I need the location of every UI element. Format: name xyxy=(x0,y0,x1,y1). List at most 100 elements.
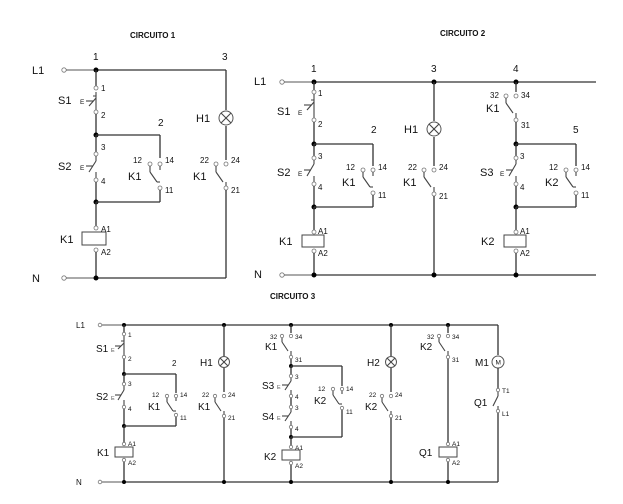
c2-k2-coil-a2-terminal xyxy=(513,248,519,254)
c3-k1-coil-a2-terminal xyxy=(121,457,127,463)
c3-k2-nc-t24: 24 xyxy=(395,392,403,399)
c3-q1-l1: L1 xyxy=(502,411,510,418)
c2-k1-int-t32: 32 xyxy=(490,91,499,100)
c2-k1-interlock-contact xyxy=(503,93,519,123)
c3-k1-nc-t21: 21 xyxy=(228,415,236,422)
c3-k2-nc-t22: 22 xyxy=(369,392,377,399)
c3-node-2: 2 xyxy=(172,359,177,368)
c1-k1-coil xyxy=(81,231,107,246)
c3-m1-label: M1 xyxy=(475,358,489,369)
c2-k1-coil xyxy=(301,234,325,248)
c3-s3-pushbutton xyxy=(282,373,294,399)
c3-k2-no-contact xyxy=(330,386,345,411)
c2-k1-nc-t24: 24 xyxy=(439,163,448,172)
c2-k2-t11: 11 xyxy=(581,191,590,200)
c2-k2-no-label: K2 xyxy=(545,177,558,189)
c2-k2-t14: 14 xyxy=(581,163,590,172)
c2-s1-t2: 2 xyxy=(318,120,323,129)
c2-k1-nc-contact xyxy=(421,167,437,197)
c1-s1-label: S1 xyxy=(58,95,71,107)
c3-s2-t3: 3 xyxy=(128,381,132,388)
c3-k1-no-contact xyxy=(164,393,179,418)
c3-s2-symbol: E xyxy=(111,396,115,402)
c1-s1-symbol: E xyxy=(80,99,85,106)
c1-l1-label: L1 xyxy=(32,65,44,77)
c2-k1-a1: A1 xyxy=(318,227,328,236)
c3-q1-t1: T1 xyxy=(502,388,510,395)
c1-h1-lamp xyxy=(218,110,234,126)
c2-node-2: 2 xyxy=(371,125,377,136)
c3-k1-a2: A2 xyxy=(128,460,136,467)
c3-h2-label: H2 xyxy=(367,358,380,369)
c3-s3-t4: 4 xyxy=(295,394,299,401)
circuit-3: CIRCUITO 3 L1 N S1 E 1 2 2 xyxy=(76,292,510,487)
c3-junction-n1 xyxy=(122,480,126,484)
circuit-2: CIRCUITO 2 L1 N 1 3 4 2 5 S1 E 1 2 xyxy=(254,29,596,281)
c2-s3-label: S3 xyxy=(480,167,493,179)
c3-q1-a2: A2 xyxy=(452,460,460,467)
c2-k1-nc-label: K1 xyxy=(403,177,416,189)
c1-k1-a2: A2 xyxy=(101,248,111,257)
c3-q1-contact-label: Q1 xyxy=(474,398,488,409)
c3-s4-symbol: E xyxy=(277,416,281,422)
c3-s3-symbol: E xyxy=(277,385,281,391)
c2-k2-coil xyxy=(503,234,527,248)
c2-k1-coil-label: K1 xyxy=(279,236,292,248)
c3-s4-t3: 3 xyxy=(295,405,299,412)
c2-k1-t12: 12 xyxy=(346,163,355,172)
c3-k2-coil-a1-terminal xyxy=(288,444,294,450)
c3-k1-t14: 14 xyxy=(180,392,188,399)
c3-k2-a2: A2 xyxy=(295,463,303,470)
c3-k2-t11: 11 xyxy=(346,409,353,416)
c2-s1-t1: 1 xyxy=(318,89,323,98)
c2-k2-a2: A2 xyxy=(520,249,530,258)
c3-n-label: N xyxy=(76,478,82,487)
c1-n-label: N xyxy=(32,273,40,285)
c3-k2-t12: 12 xyxy=(318,386,326,393)
c3-k1-int-label: K1 xyxy=(265,342,278,353)
c2-s2-symbol: E xyxy=(298,171,303,178)
c1-k1-coil-a2-terminal xyxy=(93,247,99,253)
c2-k1-int-label: K1 xyxy=(486,103,499,115)
c3-k2-coil-label: K2 xyxy=(264,452,277,463)
c2-h1-label: H1 xyxy=(404,124,418,136)
c1-s2-t3: 3 xyxy=(101,143,106,152)
c3-s4-pushbutton xyxy=(282,404,294,430)
c3-h2-lamp xyxy=(385,356,397,368)
c3-s1-t1: 1 xyxy=(128,332,132,339)
c1-s2-label: S2 xyxy=(58,161,71,173)
c2-s2-label: S2 xyxy=(277,167,290,179)
c2-k2-coil-label: K2 xyxy=(481,236,494,248)
c3-s3-label: S3 xyxy=(262,381,275,392)
c3-k1-a1: A1 xyxy=(128,441,136,448)
c2-k2-t12: 12 xyxy=(549,163,558,172)
c1-s2-t4: 4 xyxy=(101,177,106,186)
c1-junction-n xyxy=(93,275,99,281)
c2-k1-nc-t21: 21 xyxy=(439,192,448,201)
c3-s1-label: S1 xyxy=(96,344,109,355)
c2-k1-no-contact xyxy=(360,167,376,196)
c3-k2-int-t32: 32 xyxy=(427,334,435,341)
c1-s2-pushbutton xyxy=(86,151,99,183)
c1-k1-t14: 14 xyxy=(165,156,174,165)
c2-k2-a1: A1 xyxy=(520,227,530,236)
c3-s3-t3: 3 xyxy=(295,374,299,381)
c3-s1-t2: 2 xyxy=(128,356,132,363)
c3-k1-nc-contact xyxy=(212,393,227,419)
c1-k1-nc-t24: 24 xyxy=(231,156,240,165)
c3-s2-pushbutton xyxy=(115,381,127,410)
c1-s1-pushbutton xyxy=(86,85,99,115)
c1-k1-no-label: K1 xyxy=(128,171,141,183)
c3-k2-coil xyxy=(281,449,301,461)
c3-m1-motor: M xyxy=(491,355,505,369)
c2-s2-t4: 4 xyxy=(318,183,323,192)
c1-node-3: 3 xyxy=(222,52,228,63)
c1-s1-t1: 1 xyxy=(101,84,106,93)
circuit-3-title: CIRCUITO 3 xyxy=(270,292,316,301)
c3-s1-symbol: E xyxy=(111,348,115,354)
c2-s2-pushbutton xyxy=(304,155,317,187)
c3-k1-int-t32: 32 xyxy=(270,334,278,341)
c3-s2-label: S2 xyxy=(96,392,109,403)
c1-k1-coil-a1-terminal xyxy=(93,225,99,231)
